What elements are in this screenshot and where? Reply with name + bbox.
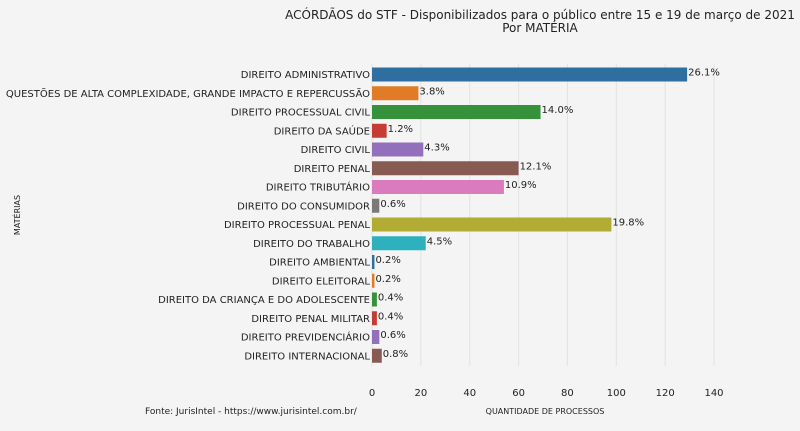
data-label: 0.6% xyxy=(380,330,405,341)
x-tick-label: 0 xyxy=(369,388,375,399)
x-tick-label: 80 xyxy=(561,388,574,399)
bar xyxy=(372,311,377,326)
category-tick-label: DIREITO PENAL MILITAR xyxy=(251,314,370,325)
data-label: 26.1% xyxy=(688,68,720,79)
ticks-layer: 0 20 40 60 80 100 120 140 xyxy=(369,388,724,399)
category-tick-label: QUESTÕES DE ALTA COMPLEXIDADE, GRANDE IM… xyxy=(6,87,370,100)
category-tick-label: DIREITO DO CONSUMIDOR xyxy=(237,201,370,212)
bar xyxy=(372,67,688,82)
bar xyxy=(372,273,375,288)
bar xyxy=(372,198,380,213)
bar xyxy=(372,142,424,157)
category-tick-label: DIREITO PREVIDENCIÁRIO xyxy=(241,331,370,344)
x-tick-label: 20 xyxy=(414,388,427,399)
bar xyxy=(372,180,504,194)
data-label: 14.0% xyxy=(542,105,574,116)
x-tick-label: 100 xyxy=(607,388,626,399)
data-label: 0.8% xyxy=(383,349,408,360)
data-label: 10.9% xyxy=(505,180,537,191)
category-tick-label: DIREITO INTERNACIONAL xyxy=(244,351,370,362)
bar xyxy=(372,217,612,232)
category-tick-label: DIREITO DA SAÚDE xyxy=(274,124,370,137)
x-axis-label: QUANTIDADE DE PROCESSOS xyxy=(486,407,605,416)
category-tick-label: DIREITO PROCESSUAL CIVIL xyxy=(231,108,371,119)
x-tick-label: 120 xyxy=(656,388,675,399)
data-label: 12.1% xyxy=(520,161,552,172)
category-tick-label: DIREITO PROCESSUAL PENAL xyxy=(224,220,370,231)
y-axis-label: MATÉRIAS xyxy=(11,195,22,235)
bars-layer xyxy=(372,67,688,363)
data-label: 0.2% xyxy=(375,274,400,285)
category-tick-label: DIREITO DA CRIANÇA E DO ADOLESCENTE xyxy=(158,295,370,306)
x-tick-label: 60 xyxy=(512,388,525,399)
bar xyxy=(372,255,375,269)
bar xyxy=(372,236,426,251)
data-label: 4.3% xyxy=(424,143,449,154)
data-label: 1.2% xyxy=(388,124,413,135)
source-footer: Fonte: JurisIntel - https://www.jurisint… xyxy=(145,407,358,417)
bar xyxy=(372,292,377,307)
data-label: 0.4% xyxy=(378,311,403,322)
bar xyxy=(372,161,519,176)
category-tick-label: DIREITO TRIBUTÁRIO xyxy=(266,181,370,194)
category-tick-label: DIREITO ELEITORAL xyxy=(272,276,371,287)
category-tick-label: DIREITO PENAL xyxy=(294,164,371,175)
data-label: 0.2% xyxy=(375,255,400,266)
data-label: 4.5% xyxy=(427,236,452,247)
bar xyxy=(372,330,380,344)
data-label: 3.8% xyxy=(419,86,444,97)
x-tick-label: 40 xyxy=(463,388,476,399)
bar xyxy=(372,105,541,119)
x-tick-label: 140 xyxy=(704,388,723,399)
bar xyxy=(372,86,419,101)
data-label: 0.4% xyxy=(378,293,403,304)
category-tick-label: DIREITO CIVIL xyxy=(301,145,371,156)
bar xyxy=(372,348,382,363)
category-tick-label: DIREITO AMBIENTAL xyxy=(269,258,370,269)
data-label: 19.8% xyxy=(612,218,644,229)
chart-subtitle: Por MATÉRIA xyxy=(502,20,578,35)
category-tick-label: DIREITO DO TRABALHO xyxy=(253,239,370,250)
data-label: 0.6% xyxy=(380,199,405,210)
category-tick-label: DIREITO ADMINISTRATIVO xyxy=(241,70,370,81)
labels-layer: DIREITO ADMINISTRATIVO 26.1% QUESTÕES DE A… xyxy=(6,68,720,363)
bar xyxy=(372,123,387,138)
chart-title: ACÓRDÃOS do STF - Disponibilizados para … xyxy=(285,7,795,22)
